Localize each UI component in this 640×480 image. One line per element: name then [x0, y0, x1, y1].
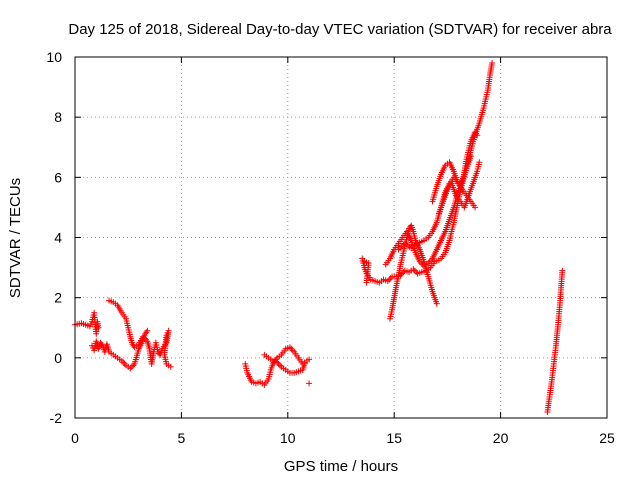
data-point-marker: [144, 327, 151, 334]
y-tick-label: 8: [54, 109, 62, 125]
x-tick-label: 15: [386, 430, 402, 446]
x-tick-label: 25: [599, 430, 615, 446]
data-point-marker: [306, 380, 313, 387]
y-tick-label: 0: [54, 350, 62, 366]
x-axis-ticks: 0 5 10 15 20 25: [71, 57, 615, 446]
data-point-marker: [120, 359, 127, 366]
data-point-marker: [95, 324, 102, 331]
data-point-marker: [363, 279, 370, 286]
x-tick-label: 0: [71, 430, 79, 446]
y-tick-label: -2: [50, 410, 63, 426]
x-tick-label: 5: [178, 430, 186, 446]
data-point-marker: [276, 362, 283, 369]
grid: [75, 57, 607, 418]
data-points: [72, 60, 566, 415]
y-tick-label: 4: [54, 230, 62, 246]
data-point-marker: [301, 360, 308, 367]
data-point-marker: [474, 132, 481, 139]
data-point-marker: [288, 345, 295, 352]
y-axis-ticks: -2 0 2 4 6 8 10: [46, 49, 607, 426]
x-axis-label: GPS time / hours: [284, 458, 398, 475]
data-point-marker: [433, 300, 440, 307]
data-point-marker: [476, 159, 483, 166]
data-point-marker: [128, 363, 135, 370]
data-point-marker: [489, 60, 496, 67]
data-point-marker: [413, 269, 420, 276]
data-point-marker: [306, 356, 313, 363]
chart-title: Day 125 of 2018, Sidereal Day-to-day VTE…: [68, 21, 612, 38]
data-point-marker: [167, 363, 174, 370]
y-tick-label: 2: [54, 290, 62, 306]
data-point-marker: [559, 267, 566, 274]
data-point-marker: [386, 276, 393, 283]
y-axis-label: SDTVAR / TECUs: [7, 178, 24, 298]
y-tick-label: 10: [46, 49, 62, 65]
data-point-marker: [121, 360, 128, 367]
data-point-marker: [472, 204, 479, 211]
y-tick-label: 6: [54, 169, 62, 185]
x-tick-label: 10: [280, 430, 296, 446]
x-tick-label: 20: [493, 430, 509, 446]
